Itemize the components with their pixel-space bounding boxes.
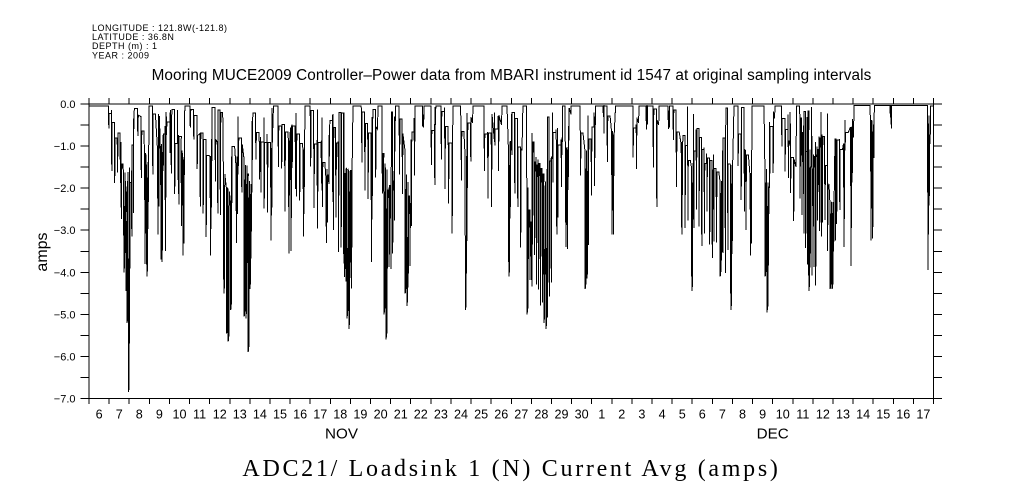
svg-text:DEC: DEC (757, 425, 789, 442)
svg-text:YEAR : 2009: YEAR : 2009 (92, 50, 150, 60)
svg-text:7: 7 (719, 407, 726, 421)
svg-text:10: 10 (172, 407, 186, 421)
svg-text:13: 13 (836, 407, 850, 421)
svg-text:1: 1 (598, 407, 605, 421)
svg-text:8: 8 (136, 407, 143, 421)
svg-text:23: 23 (434, 407, 448, 421)
svg-text:15: 15 (273, 407, 287, 421)
svg-text:LATITUDE : 36.8N: LATITUDE : 36.8N (92, 32, 174, 42)
svg-text:17: 17 (916, 407, 930, 421)
svg-text:12: 12 (213, 407, 227, 421)
svg-text:−5.0: −5.0 (54, 309, 76, 321)
svg-text:10: 10 (776, 407, 790, 421)
svg-text:12: 12 (816, 407, 830, 421)
svg-text:16: 16 (293, 407, 307, 421)
svg-text:26: 26 (494, 407, 508, 421)
svg-text:25: 25 (474, 407, 488, 421)
svg-text:−4.0: −4.0 (54, 267, 76, 279)
svg-text:−3.0: −3.0 (54, 225, 76, 237)
svg-text:18: 18 (333, 407, 347, 421)
svg-text:13: 13 (233, 407, 247, 421)
svg-text:DEPTH (m) : 1: DEPTH (m) : 1 (92, 41, 158, 51)
svg-text:0.0: 0.0 (60, 99, 75, 111)
svg-text:8: 8 (739, 407, 746, 421)
svg-text:−7.0: −7.0 (54, 394, 76, 406)
svg-text:5: 5 (679, 407, 686, 421)
svg-text:6: 6 (699, 407, 706, 421)
svg-text:ADC21/ Loadsink 1 (N) Current: ADC21/ Loadsink 1 (N) Current Avg (amps) (242, 456, 780, 482)
svg-text:9: 9 (156, 407, 163, 421)
svg-text:29: 29 (554, 407, 568, 421)
svg-text:9: 9 (759, 407, 766, 421)
svg-text:30: 30 (575, 407, 589, 421)
svg-text:14: 14 (253, 407, 267, 421)
svg-text:−2.0: −2.0 (54, 183, 76, 195)
svg-text:20: 20 (374, 407, 388, 421)
svg-text:−6.0: −6.0 (54, 351, 76, 363)
svg-text:17: 17 (313, 407, 327, 421)
svg-text:19: 19 (353, 407, 367, 421)
svg-text:15: 15 (876, 407, 890, 421)
svg-text:Mooring MUCE2009 Controller–Po: Mooring MUCE2009 Controller–Power data f… (152, 67, 872, 84)
svg-text:−1.0: −1.0 (54, 141, 76, 153)
svg-text:27: 27 (514, 407, 528, 421)
svg-text:22: 22 (414, 407, 428, 421)
svg-text:11: 11 (193, 407, 206, 421)
svg-text:6: 6 (96, 407, 103, 421)
svg-text:2: 2 (618, 407, 625, 421)
svg-text:NOV: NOV (325, 425, 359, 442)
svg-text:21: 21 (394, 407, 408, 421)
svg-text:24: 24 (454, 407, 468, 421)
svg-text:3: 3 (638, 407, 645, 421)
svg-text:11: 11 (796, 407, 809, 421)
svg-text:14: 14 (856, 407, 870, 421)
svg-text:LONGITUDE : 121.8W(-121.8): LONGITUDE : 121.8W(-121.8) (92, 23, 228, 33)
svg-text:amps: amps (34, 232, 51, 271)
svg-text:4: 4 (659, 407, 666, 421)
svg-text:28: 28 (534, 407, 548, 421)
svg-text:7: 7 (116, 407, 123, 421)
svg-text:16: 16 (896, 407, 910, 421)
